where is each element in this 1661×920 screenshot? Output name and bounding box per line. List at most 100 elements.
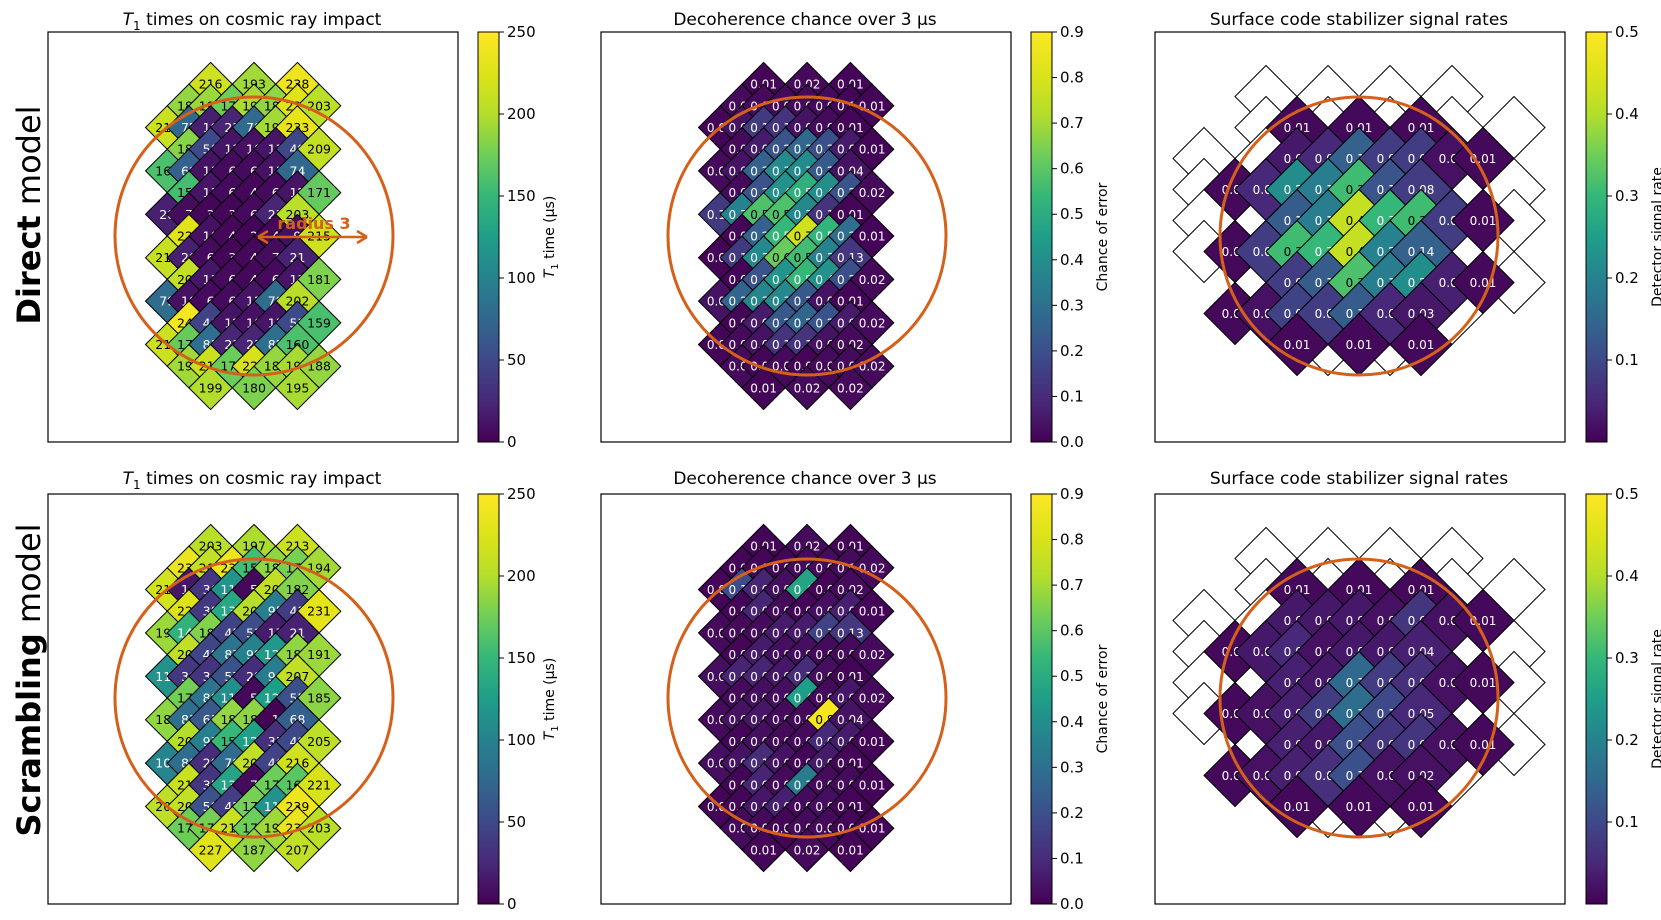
radius-arrow-left-head [257,229,269,245]
colorbar-t1-direct: 0 50 100 150 200 250 T1 time (μs) [477,23,561,451]
colorbar-tick-label: 0.8 [1060,531,1084,549]
heatmap-tile [1265,312,1329,377]
colorbar-tick-label: 0.7 [1060,114,1084,132]
radius-annotation: radius 3 [257,214,368,245]
heatmap-tile [231,827,277,873]
tile-value-label: 0.02 [859,648,886,662]
colorbar-tick-label: 0 [507,433,517,451]
tile-value-label: 0.01 [1284,338,1311,352]
tile-value-label: 0.01 [1470,214,1497,228]
colorbar-tick-label: 0.6 [1060,160,1084,178]
row-label-scrambling-rest: model [10,523,48,633]
tile-value-label: 0.01 [859,605,886,619]
heatmap-stabilizer-direct: 0.010.010.010.030.050.140.080.080.020.01… [1172,64,1546,377]
colorbar-tick-label: 0.2 [1060,804,1084,822]
colorbar-gradient [1585,493,1608,905]
tile-value-label: 203 [307,98,331,113]
heatmap-tile [274,365,320,411]
colorbar-tick-label: 0.3 [1060,296,1084,314]
radius-arrow-right-head [356,229,368,245]
tile-value-label: 0.01 [859,143,886,157]
colorbar-tick-label: 0 [507,895,517,913]
panel-frame-t1-direct [47,31,459,443]
row-label-direct-rest: model [10,105,48,215]
colorbar-tick-label: 0.2 [1060,342,1084,360]
colorbar-gradient [1030,31,1053,443]
heatmap-tile [784,827,830,873]
colorbar-decoherence-scrambling: 0.0 0.1 0.2 0.3 0.4 0.5 0.6 0.7 0.8 0.9 Chance of … [1030,485,1111,913]
colorbar-t1-scrambling: 0 50 100 150 200 250 T1 time (μs) [477,485,561,913]
colorbar-tick-label: 0.9 [1060,485,1084,503]
tile-value-label: 0.01 [859,735,886,749]
colorbar-label: Chance of error [1095,182,1111,291]
title-decoherence-direct: Decoherence chance over 3 μs [673,10,936,30]
colorbar-tick-label: 0.2 [1615,269,1639,287]
title-t1-direct: T1 times on cosmic ray impact [123,10,382,33]
tile-value-label: 205 [307,734,331,749]
heatmap-tile [1389,312,1453,377]
heatmap-tile [231,365,277,411]
heatmap-tile [1389,774,1453,839]
heatmap-tile [1451,250,1515,315]
panel-frame-t1-scrambling [47,493,459,905]
tile-value-label: 0.01 [1346,338,1373,352]
colorbar-tick-label: 0.2 [1615,731,1639,749]
panel-frame-decoherence-direct [600,31,1012,443]
tile-value-label: 203 [307,821,331,836]
tile-value-label: 159 [307,315,331,330]
heatmap-t1-scrambling: 2031972132362082351561871781942181436116… [144,523,342,873]
tile-value-label: 0.01 [1408,338,1435,352]
heatmap-tile [741,365,787,411]
row-label-direct: Direct model [10,105,48,324]
tile-value-label: 187 [242,842,266,857]
tile-value-label: 221 [307,777,331,792]
tile-value-label: 181 [307,272,331,287]
colorbar-tick-label: 0.1 [1615,813,1639,831]
tile-value-label: 0.01 [859,99,886,113]
title-decoherence-scrambling: Decoherence chance over 3 μs [673,469,936,489]
tile-value-label: 0.02 [794,843,821,857]
heatmap-tile [827,827,873,873]
heatmap-tile [188,365,234,411]
heatmap-decoherence-direct: 0.010.020.010.020.020.020.020.020.010.01… [697,61,895,411]
tile-value-label: 180 [242,380,266,395]
colorbar-tick-label: 250 [507,23,536,41]
tile-value-label: 0.02 [859,316,886,330]
title-t1-scrambling: T1 times on cosmic ray impact [123,469,382,492]
colorbar-tick-label: 0.3 [1615,649,1639,667]
tile-value-label: 0.01 [837,843,864,857]
tile-value-label: 185 [307,691,331,706]
colorbar-tick-label: 0.4 [1615,105,1639,123]
heatmap-tile [1451,712,1515,777]
tile-value-label: 0.01 [859,230,886,244]
colorbar-label: Detector signal rate [1650,629,1661,769]
colorbar-label: T1 time (μs) [542,196,561,279]
tile-value-label: 0.01 [1284,800,1311,814]
colorbar-label: Chance of error [1095,644,1111,753]
colorbar-tick-label: 150 [507,187,536,205]
colorbar-tick-label: 0.5 [1060,205,1084,223]
tile-value-label: 191 [307,647,331,662]
colorbar-tick-label: 100 [507,731,536,749]
row-label-scrambling-bold: Scrambling [10,633,48,836]
colorbar-tick-label: 150 [507,649,536,667]
impact-circle-t1-direct [113,95,395,377]
colorbar-tick-label: 250 [507,485,536,503]
impact-circle-decoherence-direct [666,95,948,377]
heatmap-tile [784,365,830,411]
panel-frame-stabilizer-direct [1154,31,1566,443]
tile-value-label: 195 [285,380,309,395]
tile-value-label: 207 [285,842,309,857]
colorbar-tick-label: 200 [507,567,536,585]
tile-value-label: 0.01 [750,381,777,395]
heatmap-t1-direct: 2161932381881911751961872282032137519237… [144,61,342,411]
row-label-scrambling: Scrambling model [10,523,48,836]
tile-value-label: 227 [199,842,223,857]
colorbar-decoherence-direct: 0.0 0.1 0.2 0.3 0.4 0.5 0.6 0.7 0.8 0.9 Chance of … [1030,23,1111,451]
tile-value-label: 0.02 [837,381,864,395]
radius-label: radius 3 [277,214,350,233]
tile-value-label: 188 [307,359,331,374]
colorbar-tick-label: 0.7 [1060,576,1084,594]
colorbar-stabilizer-scrambling: 0.1 0.2 0.3 0.4 0.5 Detector signal rate [1585,485,1661,905]
colorbar-tick-label: 0.3 [1615,187,1639,205]
